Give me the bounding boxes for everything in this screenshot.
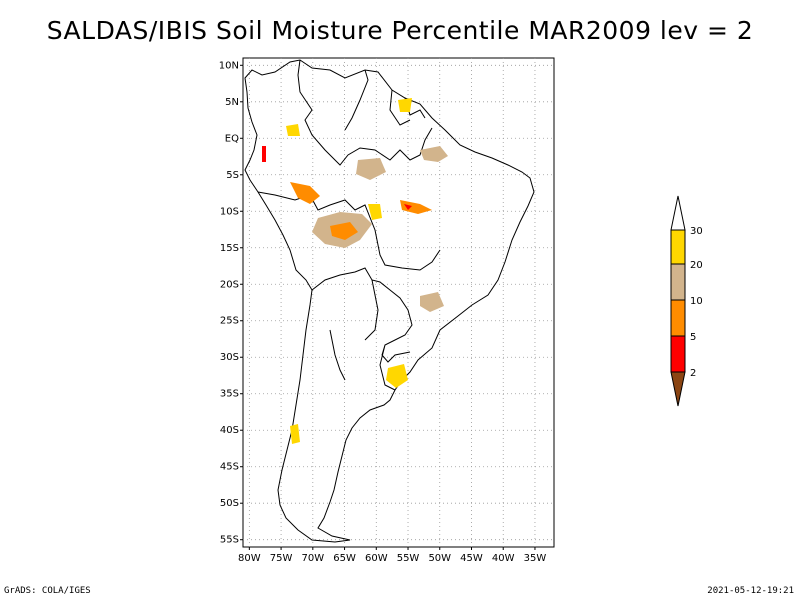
colorbar-label-20: 20	[690, 260, 703, 271]
colorbar-above	[670, 195, 686, 231]
lon-label: 60W	[365, 553, 388, 564]
lat-label: 35S	[220, 389, 239, 400]
map-title: SALDAS/IBIS Soil Moisture Percentile MAR…	[46, 16, 754, 45]
country-borders	[257, 59, 441, 391]
colorbar-label-5: 5	[690, 332, 696, 343]
lat-label: 25S	[220, 316, 239, 327]
lon-label: 65W	[333, 553, 356, 564]
patch-south-brazil	[420, 292, 444, 312]
footer-timestamp: 2021-05-12-19:21	[707, 586, 794, 596]
lat-label: 45S	[220, 462, 239, 473]
lat-label: 40S	[220, 425, 239, 436]
lat-label: 55S	[220, 535, 239, 546]
colorbar-20-30	[670, 229, 686, 265]
patch-mato-grosso	[368, 204, 382, 220]
colorbar-2-5	[670, 335, 686, 373]
lat-label: 5N	[225, 97, 239, 108]
colorbar-label-30: 30	[690, 226, 703, 237]
colorbar-10-20	[670, 263, 686, 301]
patch-central-brazil	[356, 158, 386, 180]
patch-guiana	[398, 98, 412, 112]
lat-label: EQ	[225, 133, 239, 144]
colorbar-label-2: 2	[690, 368, 696, 379]
lat-label: 5S	[226, 170, 239, 181]
patch-colombia	[286, 124, 300, 136]
lat-label: 10N	[219, 60, 239, 71]
patch-northeast	[420, 146, 448, 162]
lon-label: 55W	[397, 553, 420, 564]
coastline	[244, 59, 535, 543]
patch-amazon-west	[290, 182, 320, 204]
south-america-outline	[244, 59, 535, 543]
data-patches	[262, 98, 448, 444]
patch-peru-red	[262, 146, 266, 162]
patch-para	[400, 200, 432, 214]
lat-label: 20S	[220, 279, 239, 290]
colorbar-5-10	[670, 299, 686, 337]
patch-chile	[290, 424, 300, 444]
patch-para-red	[404, 204, 412, 210]
footer-credit: GrADS: COLA/IGES	[4, 586, 91, 596]
lon-label: 35W	[524, 553, 547, 564]
colorbar-legend	[670, 195, 686, 407]
lon-label: 75W	[270, 553, 293, 564]
lon-label: 40W	[492, 553, 515, 564]
lat-label: 30S	[220, 352, 239, 363]
longitude-labels: 80W 75W 70W 65W 60W 55W 50W 45W 40W 35W	[238, 547, 546, 564]
latitude-labels: 10N 5N EQ 5S 10S 15S 20S 25S 30S 35S 40S 45S 50S 55S	[219, 60, 243, 546]
colorbar-labels: 30 20 10 5 2	[690, 226, 703, 379]
patch-uruguay	[386, 364, 408, 388]
map-frame	[242, 57, 555, 548]
lat-label: 10S	[220, 206, 239, 217]
lon-label: 50W	[428, 553, 451, 564]
lon-label: 45W	[460, 553, 483, 564]
colorbar-below	[670, 371, 686, 407]
lon-label: 80W	[238, 553, 261, 564]
lat-label: 50S	[220, 498, 239, 509]
lon-label: 70W	[302, 553, 325, 564]
patch-bolivia	[330, 222, 358, 240]
colorbar-label-10: 10	[690, 296, 703, 307]
lat-label: 15S	[220, 243, 239, 254]
